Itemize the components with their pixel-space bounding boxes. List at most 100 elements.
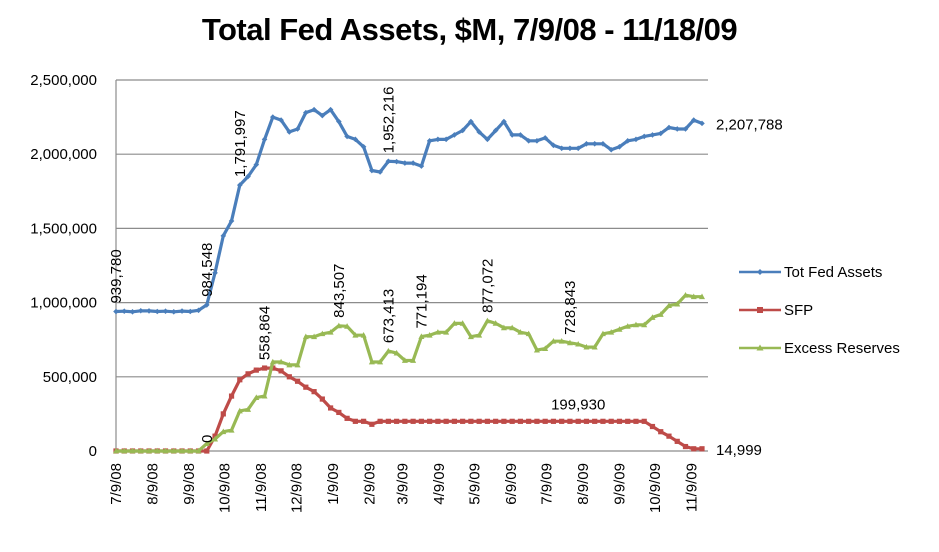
data-point: [691, 446, 697, 452]
data-point: [204, 448, 210, 454]
data-point: [493, 418, 499, 424]
data-point: [344, 133, 350, 140]
data-point: [435, 136, 441, 143]
data-point: [352, 418, 358, 424]
data-point: [203, 440, 210, 446]
data-point: [402, 160, 408, 166]
data-point: [632, 321, 639, 328]
data-point: [294, 378, 301, 384]
data-point: [146, 447, 153, 454]
data-point: [187, 308, 194, 315]
data-point: [682, 291, 689, 298]
data-label: 14,999: [716, 442, 762, 459]
data-point: [137, 447, 144, 454]
x-tick-label: 9/9/08: [181, 463, 198, 505]
data-point: [303, 109, 309, 116]
data-label: 1,952,216: [380, 87, 397, 154]
data-point: [641, 418, 647, 424]
data-point: [385, 418, 391, 424]
data-point: [575, 145, 581, 152]
data-label: 843,507: [331, 264, 348, 318]
data-point: [492, 127, 499, 134]
x-tick-label: 10/9/09: [647, 463, 664, 513]
data-point: [212, 270, 218, 276]
data-point: [666, 433, 672, 439]
data-point: [237, 377, 243, 383]
data-point: [394, 418, 400, 424]
data-point: [600, 418, 606, 424]
data-point: [550, 418, 557, 424]
data-point: [517, 418, 524, 424]
data-point: [533, 346, 540, 353]
data-point: [624, 323, 631, 329]
data-point: [468, 418, 474, 424]
x-tick-label: 2/9/09: [361, 463, 378, 505]
data-point: [641, 321, 648, 328]
data-point: [170, 447, 177, 454]
y-tick-label: 2,500,000: [30, 72, 97, 89]
data-point: [451, 320, 458, 326]
data-point: [467, 333, 474, 340]
data-point: [542, 135, 548, 141]
series-tot-fed-assets: [113, 106, 705, 315]
data-point: [566, 339, 573, 346]
data-point: [509, 418, 515, 424]
data-point: [245, 371, 251, 377]
data-point: [121, 447, 128, 454]
legend-marker: [757, 269, 763, 275]
data-point: [501, 118, 507, 125]
data-point: [501, 418, 507, 424]
data-point: [690, 293, 697, 300]
data-point: [278, 368, 284, 374]
data-point: [451, 418, 457, 424]
data-point: [286, 361, 293, 368]
data-point: [608, 418, 614, 424]
data-labels: 939,780 984,548 1,791,997 1,952,216 2,207,78…: [108, 87, 783, 459]
data-point: [583, 343, 590, 350]
data-point: [509, 132, 515, 138]
data-point: [591, 343, 598, 350]
y-tick-label: 2,000,000: [30, 146, 97, 163]
data-label: 939,780: [108, 249, 125, 303]
data-point: [567, 418, 573, 424]
legend-item-excess-reserves: Excess Reserves: [739, 340, 900, 357]
data-label: 984,548: [199, 243, 216, 297]
x-tick-label: 7/9/09: [538, 463, 555, 505]
data-point: [410, 418, 416, 424]
y-tick-label: 1,000,000: [30, 295, 97, 312]
data-point: [484, 317, 491, 324]
data-point: [195, 447, 202, 454]
data-point: [154, 447, 161, 454]
data-point: [459, 320, 466, 326]
data-point: [608, 146, 615, 153]
data-point: [377, 169, 383, 175]
y-axis-ticks: 0 500,000 1,000,000 1,500,000 2,000,000 2,500…: [30, 72, 97, 460]
series-group: [113, 106, 705, 454]
data-point: [294, 361, 301, 368]
data-point: [360, 143, 367, 150]
data-point: [583, 141, 590, 147]
data-point: [336, 409, 342, 416]
data-point: [624, 138, 631, 144]
data-label: 2,207,788: [716, 116, 783, 133]
data-point: [616, 326, 623, 332]
x-tick-label: 6/9/09: [503, 463, 520, 505]
x-tick-label: 11/9/09: [683, 463, 700, 512]
data-point: [517, 329, 524, 335]
data-point: [534, 138, 540, 144]
data-point: [294, 126, 301, 132]
data-point: [311, 389, 317, 395]
data-label: 199,930: [551, 396, 605, 413]
data-point: [542, 418, 548, 424]
legend-marker: [757, 307, 763, 313]
data-point: [641, 133, 648, 140]
data-point: [550, 142, 557, 149]
data-point: [699, 293, 705, 300]
data-point: [344, 415, 350, 421]
data-point: [270, 114, 276, 120]
data-point: [616, 143, 623, 150]
data-point: [129, 447, 136, 454]
data-point: [658, 429, 664, 435]
data-point: [269, 358, 276, 365]
